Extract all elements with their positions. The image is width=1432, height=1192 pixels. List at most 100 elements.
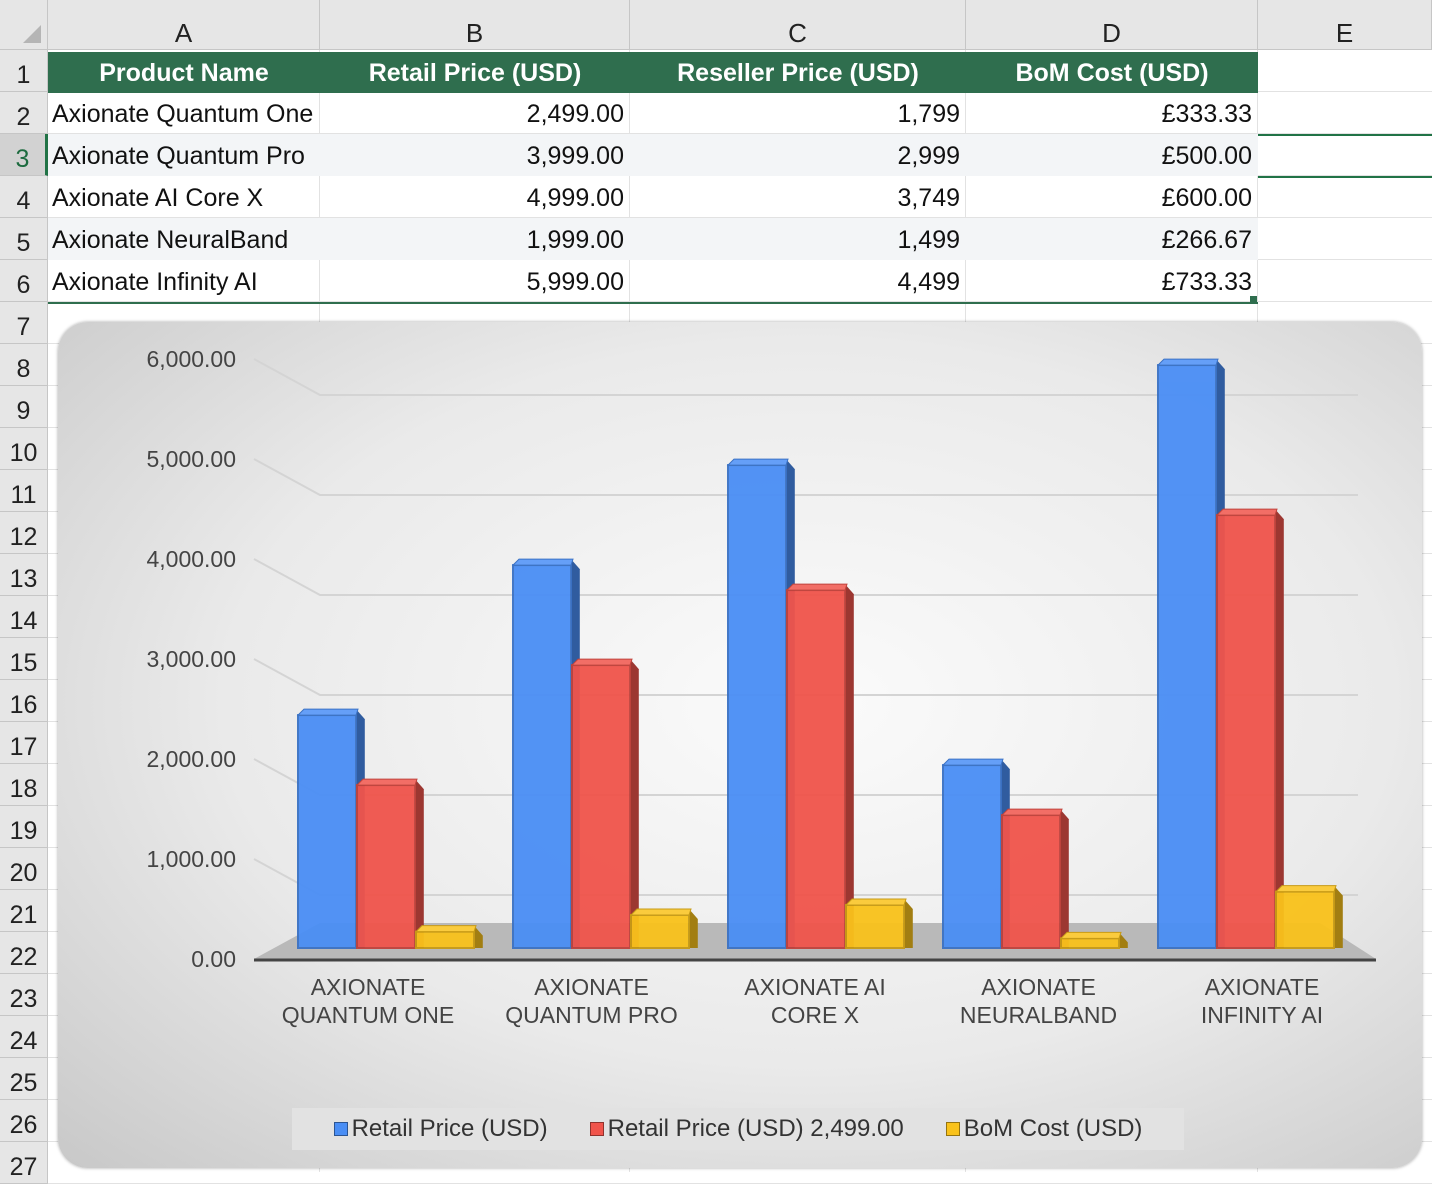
row-header-3[interactable]: 3: [0, 134, 48, 176]
table-cell[interactable]: 3,749: [897, 184, 960, 212]
header-cell[interactable]: Reseller Price (USD): [630, 52, 966, 93]
y-tick-label: 3,000.00: [146, 646, 236, 672]
header-cell[interactable]: BoM Cost (USD): [966, 52, 1258, 93]
row-header-11[interactable]: 11: [0, 470, 48, 512]
bar-bom-5: [1274, 885, 1343, 949]
table-cell[interactable]: £600.00: [1161, 184, 1252, 212]
row-gridline: [48, 217, 1432, 218]
chart-gridline: [253, 358, 1358, 396]
bar-side-face: [474, 925, 483, 948]
table-cell[interactable]: £500.00: [1161, 142, 1252, 170]
x-tick-label: QUANTUM ONE: [282, 1002, 455, 1028]
row-header-18[interactable]: 18: [0, 764, 48, 806]
table-cell[interactable]: 1,499: [897, 226, 960, 254]
header-cell[interactable]: Product Name: [48, 52, 320, 93]
column-header-d[interactable]: D: [966, 0, 1258, 50]
table-cell[interactable]: Axionate Quantum One: [52, 100, 314, 128]
table-cell[interactable]: Axionate Infinity AI: [52, 268, 258, 296]
x-tick-label: AXIONATE: [981, 974, 1096, 1000]
bar-top-face: [511, 558, 574, 566]
column-header-a[interactable]: A: [48, 0, 320, 50]
row-header-19[interactable]: 19: [0, 806, 48, 848]
x-tick-label: NEURALBAND: [960, 1002, 1117, 1028]
row-header-22[interactable]: 22: [0, 932, 48, 974]
bar-front-face: [297, 714, 357, 949]
bar-bom-1: [414, 925, 483, 949]
row-header-27[interactable]: 27: [0, 1142, 48, 1184]
table-cell[interactable]: 4,499: [897, 268, 960, 296]
row-header-24[interactable]: 24: [0, 1016, 48, 1058]
x-tick-label: CORE X: [771, 1002, 859, 1028]
row-header-26[interactable]: 26: [0, 1100, 48, 1142]
row-header-6[interactable]: 6: [0, 260, 48, 302]
table-cell[interactable]: 5,999.00: [526, 268, 624, 296]
row-header-14[interactable]: 14: [0, 596, 48, 638]
bar-front-face: [1216, 514, 1276, 949]
table-cell[interactable]: Axionate Quantum Pro: [52, 142, 305, 170]
header-cell[interactable]: Retail Price (USD): [320, 52, 630, 93]
bar-front-face: [786, 589, 846, 949]
row-header-2[interactable]: 2: [0, 92, 48, 134]
bar-bom-4: [1059, 931, 1128, 950]
table-cell[interactable]: 4,999.00: [526, 184, 624, 212]
legend-item[interactable]: BoM Cost (USD): [945, 1115, 1143, 1143]
row-header-5[interactable]: 5: [0, 218, 48, 260]
table-cell[interactable]: 3,999.00: [526, 142, 624, 170]
row-header-7[interactable]: 7: [0, 302, 48, 344]
bar-retail-1: [296, 708, 365, 949]
row-header-16[interactable]: 16: [0, 680, 48, 722]
bar-top-face: [844, 898, 907, 906]
row-header-13[interactable]: 13: [0, 554, 48, 596]
table-cell[interactable]: 2,999: [897, 142, 960, 170]
table-cell[interactable]: Axionate AI Core X: [52, 184, 264, 212]
column-header-b[interactable]: B: [320, 0, 630, 50]
legend-label: Retail Price (USD) 2,499.00: [607, 1115, 904, 1142]
bar-reseller-4: [1000, 808, 1069, 949]
bar-front-face: [845, 904, 905, 949]
chart-legend[interactable]: Retail Price (USD) Retail Price (USD) 2,4…: [292, 1108, 1184, 1150]
column-header-c[interactable]: C: [630, 0, 966, 50]
select-all-corner[interactable]: [0, 0, 48, 50]
bar-bom-2: [629, 908, 698, 949]
table-cell[interactable]: Axionate NeuralBand: [52, 226, 289, 254]
bar-top-face: [1156, 358, 1219, 366]
row-header-12[interactable]: 12: [0, 512, 48, 554]
row-header-17[interactable]: 17: [0, 722, 48, 764]
legend-label: Retail Price (USD): [351, 1115, 548, 1142]
table-resize-handle[interactable]: [1250, 296, 1257, 303]
row-header-9[interactable]: 9: [0, 386, 48, 428]
row-header-20[interactable]: 20: [0, 848, 48, 890]
legend-item[interactable]: Retail Price (USD): [333, 1115, 548, 1143]
row-band: [48, 134, 1258, 176]
bar-top-face: [785, 583, 848, 591]
legend-item[interactable]: Retail Price (USD) 2,499.00: [589, 1115, 904, 1143]
row-header-8[interactable]: 8: [0, 344, 48, 386]
chart-gridline: [253, 558, 1358, 596]
table-cell[interactable]: 1,999.00: [526, 226, 624, 254]
chart-plot: 0.00 1,000.00 2,000.00 3,000.00 4,000.00 5,00…: [146, 346, 1376, 1028]
row-header-4[interactable]: 4: [0, 176, 48, 218]
bar-side-face: [415, 779, 424, 948]
table-cell[interactable]: £333.33: [1161, 100, 1252, 128]
legend-label: BoM Cost (USD): [963, 1115, 1143, 1142]
bar-side-face: [1334, 885, 1343, 948]
y-tick-label: 5,000.00: [146, 446, 236, 472]
row-header-25[interactable]: 25: [0, 1058, 48, 1100]
bar-top-face: [355, 778, 418, 786]
column-chart[interactable]: 0.00 1,000.00 2,000.00 3,000.00 4,000.00 5,00…: [58, 322, 1422, 1168]
bar-top-face: [1215, 508, 1278, 516]
row-header-15[interactable]: 15: [0, 638, 48, 680]
x-tick-label: AXIONATE: [1205, 974, 1320, 1000]
table-cell[interactable]: £266.67: [1161, 226, 1252, 254]
table-cell[interactable]: 2,499.00: [526, 100, 624, 128]
row-header-10[interactable]: 10: [0, 428, 48, 470]
column-header-e[interactable]: E: [1258, 0, 1432, 50]
bar-side-face: [689, 909, 698, 948]
row-header-21[interactable]: 21: [0, 890, 48, 932]
x-tick-label: QUANTUM PRO: [505, 1002, 678, 1028]
row-header-1[interactable]: 1: [0, 50, 48, 92]
table-cell[interactable]: 1,799: [897, 100, 960, 128]
row-header-23[interactable]: 23: [0, 974, 48, 1016]
table-cell[interactable]: £733.33: [1161, 268, 1252, 296]
